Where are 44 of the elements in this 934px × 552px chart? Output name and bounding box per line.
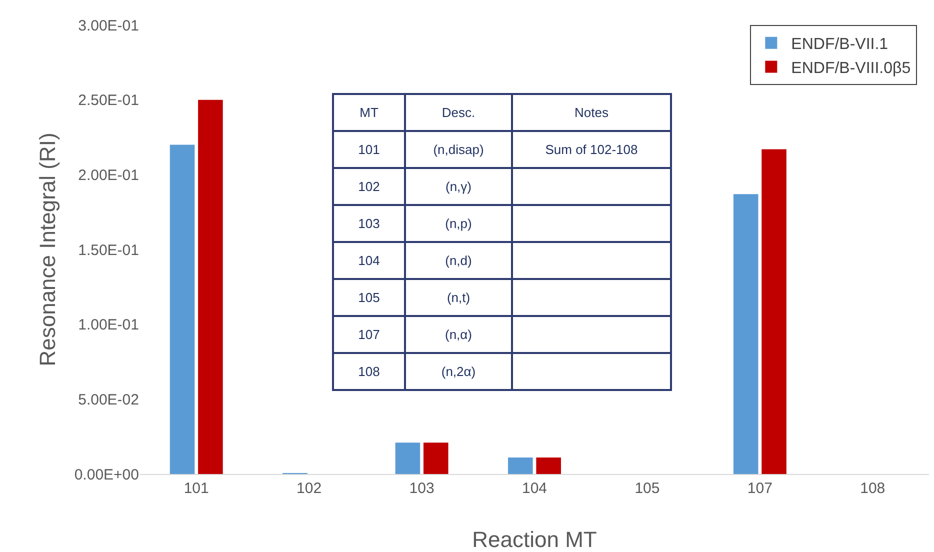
x-axis-title: Reaction MT: [472, 527, 597, 552]
bar: [536, 458, 561, 474]
annotation: (n,disap): [405, 131, 512, 168]
annotation: Sum of 102-108: [512, 131, 671, 168]
annotation: 103: [333, 205, 405, 242]
x-tick-label: 101: [184, 480, 209, 497]
x-tick-label: 103: [409, 480, 434, 497]
annotation: (n,d): [405, 242, 512, 279]
annotation: (n,α): [405, 316, 512, 353]
legend-label: ENDF/B-VII.1: [791, 36, 888, 54]
bar: [170, 144, 195, 474]
y-tick-label: 1.50E-01: [78, 242, 139, 259]
x-tick-label: 108: [860, 480, 886, 497]
annotation: 104: [333, 242, 405, 279]
y-tick-label: 0.00E+00: [74, 466, 139, 484]
annotation: (n,2α): [405, 353, 512, 390]
annotation: MT: [333, 94, 405, 131]
bar: [762, 149, 786, 474]
y-tick-label: 2.00E-01: [78, 166, 139, 184]
annotation: Notes: [512, 94, 671, 131]
bar: [395, 442, 420, 474]
annotation: (n,t): [405, 279, 512, 316]
bar: [733, 194, 758, 474]
bar: [423, 442, 448, 474]
y-tick-label: 2.50E-01: [78, 92, 139, 110]
legend-label: ENDF/B-VIII.0β5: [791, 60, 911, 77]
y-tick-label: 3.00E-01: [78, 17, 139, 34]
x-tick-label: 107: [747, 480, 772, 497]
annotation: 108: [333, 353, 405, 390]
annotation: 101: [333, 131, 405, 168]
annotation: 105: [333, 279, 405, 316]
annotation: (n,γ): [405, 168, 512, 205]
bar: [198, 100, 223, 474]
x-tick-label: 105: [634, 480, 660, 497]
annotation: Desc.: [405, 94, 512, 131]
x-tick-label: 102: [296, 480, 322, 497]
x-tick-label: 104: [522, 480, 548, 497]
annotation: 102: [333, 168, 405, 205]
bar: [508, 458, 533, 474]
annotation: (n,p): [405, 205, 512, 242]
annotation: 107: [333, 316, 405, 353]
y-tick-label: 1.00E-01: [78, 316, 139, 334]
y-axis-title: Resonance Integral (RI): [35, 132, 60, 366]
y-tick-label: 5.00E-02: [78, 391, 139, 408]
